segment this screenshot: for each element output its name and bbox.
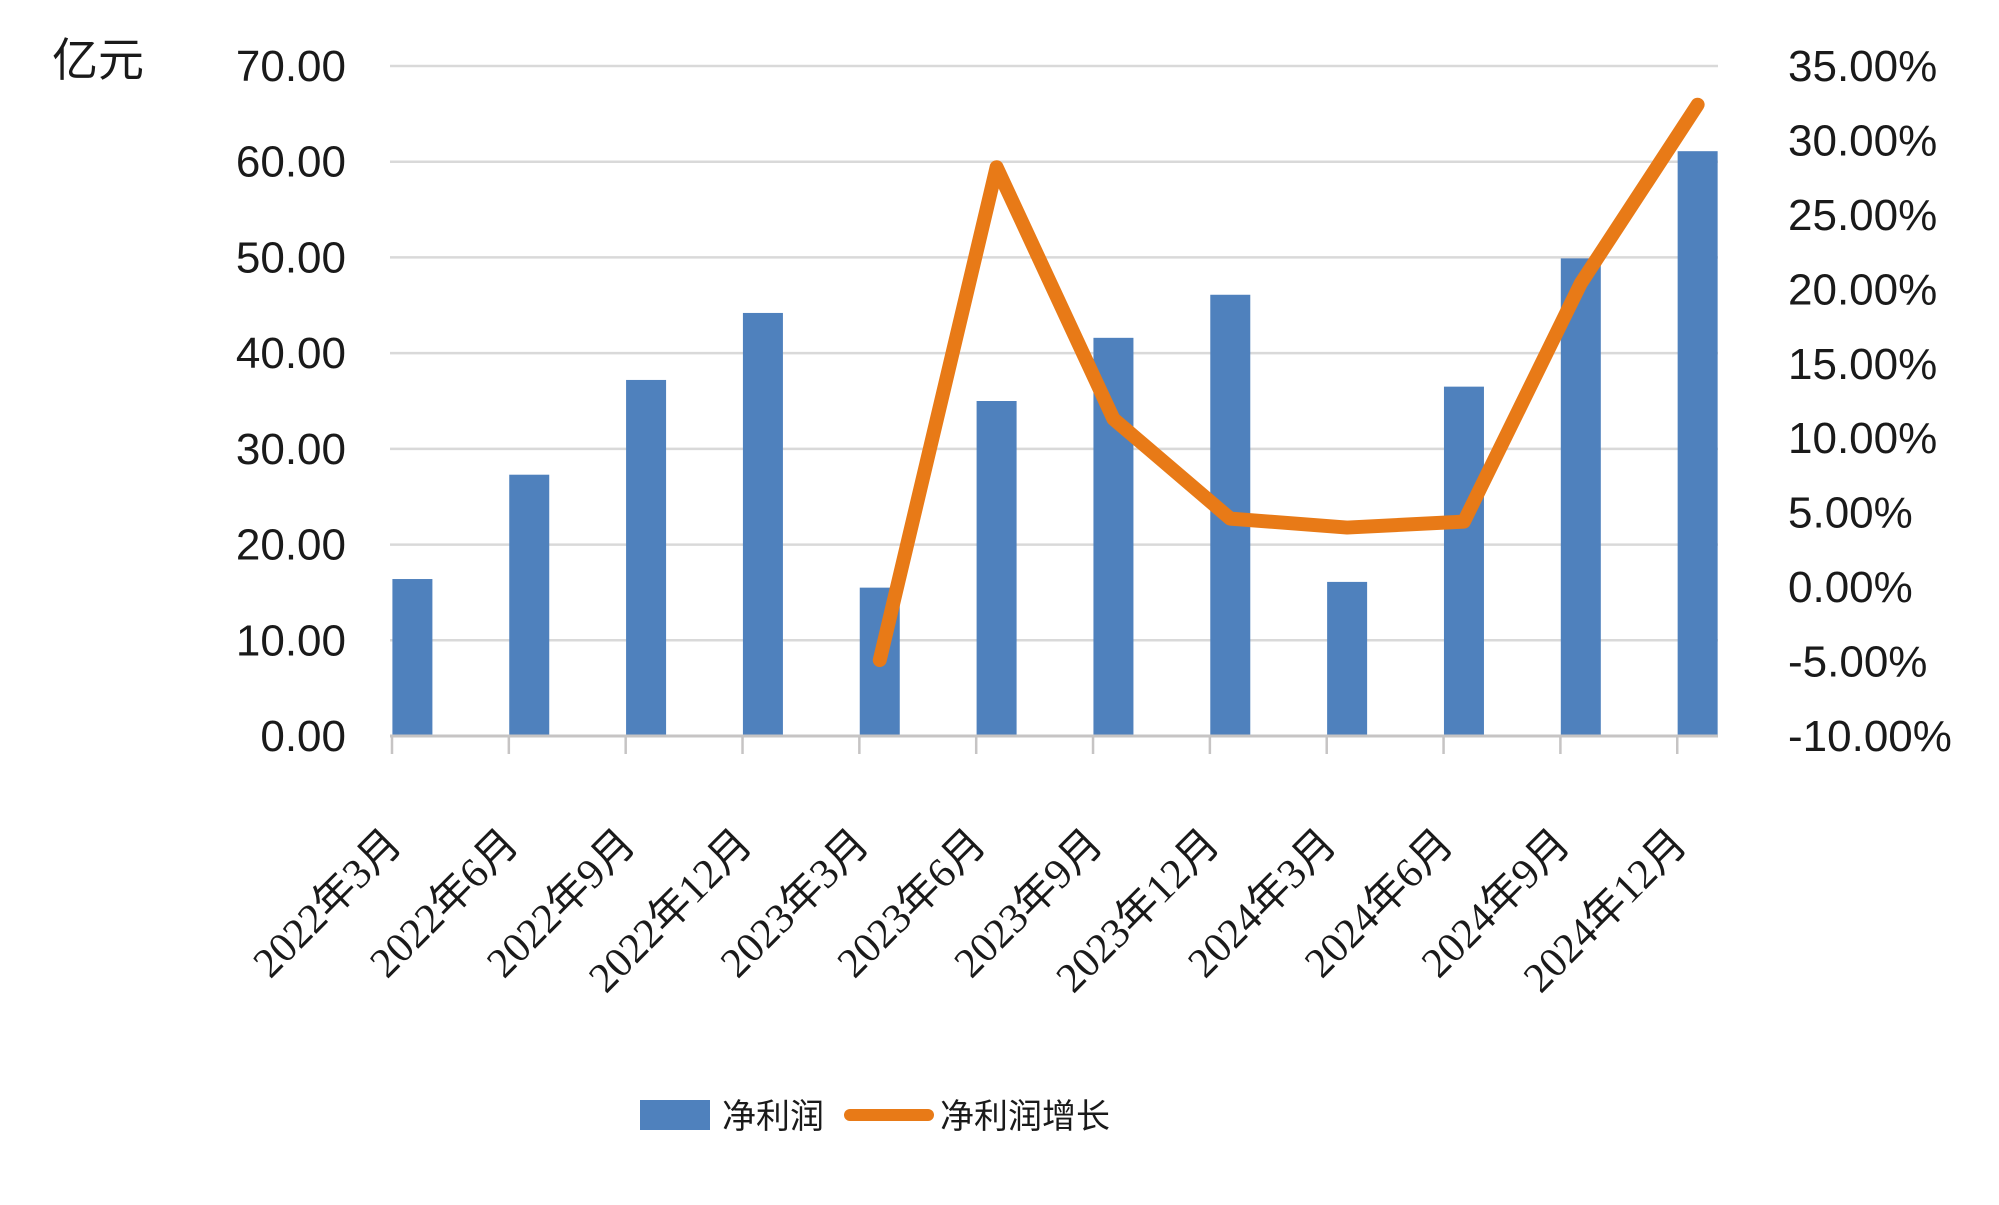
right-axis-label: 20.00% <box>1788 265 1937 314</box>
left-axis-tick-labels: 70.00 60.00 50.00 40.00 30.00 20.00 10.00 0.00 <box>236 42 346 761</box>
right-axis-label: 35.00% <box>1788 42 1937 91</box>
right-axis-label: 15.00% <box>1788 340 1937 389</box>
left-axis-label: 20.00 <box>236 521 346 570</box>
bar-2024年9月 <box>1560 258 1601 736</box>
bar-2022年6月 <box>509 474 550 736</box>
left-axis-label: 70.00 <box>236 42 346 91</box>
bar-2024年12月 <box>1677 151 1718 736</box>
x-axis-labels: 2022年3月2022年6月2022年9月2022年12月2023年3月2023… <box>244 820 1696 1002</box>
left-axis-label: 0.00 <box>260 712 346 761</box>
left-axis-label: 50.00 <box>236 233 346 282</box>
left-axis-label: 30.00 <box>236 425 346 474</box>
legend-label-net-profit: 净利润 <box>722 1098 824 1136</box>
bar-2022年12月 <box>742 312 783 736</box>
left-axis-label: 60.00 <box>236 138 346 187</box>
legend-swatch-net-profit <box>640 1100 710 1130</box>
legend: 净利润 净利润增长 <box>640 1098 1110 1136</box>
left-axis-label: 10.00 <box>236 616 346 665</box>
right-axis-label: 25.00% <box>1788 191 1937 240</box>
unit-label: 亿元 <box>52 35 144 86</box>
right-axis-label: 0.00% <box>1788 563 1913 612</box>
bar-2023年6月 <box>976 401 1017 736</box>
gridlines <box>390 64 1718 642</box>
right-axis-label: 10.00% <box>1788 414 1937 463</box>
right-axis-tick-labels: 35.00% 30.00% 25.00% 20.00% 15.00% 10.00% 5.00… <box>1788 42 1952 761</box>
bar-2022年9月 <box>626 379 667 736</box>
right-axis-label: 30.00% <box>1788 116 1937 165</box>
right-axis-label: 5.00% <box>1788 489 1913 538</box>
bar-2024年3月 <box>1327 581 1368 736</box>
right-axis-label: -10.00% <box>1788 712 1952 761</box>
bar-series-net-profit <box>392 151 1718 736</box>
left-axis-label: 40.00 <box>236 329 346 378</box>
right-axis-label: -5.00% <box>1788 638 1927 687</box>
growth-line-path <box>872 97 1705 668</box>
legend-label-growth: 净利润增长 <box>940 1098 1110 1136</box>
bar-2024年6月 <box>1443 386 1484 736</box>
line-series-growth <box>872 97 1705 668</box>
bar-2022年3月 <box>392 579 433 736</box>
x-axis-line <box>390 734 1718 754</box>
